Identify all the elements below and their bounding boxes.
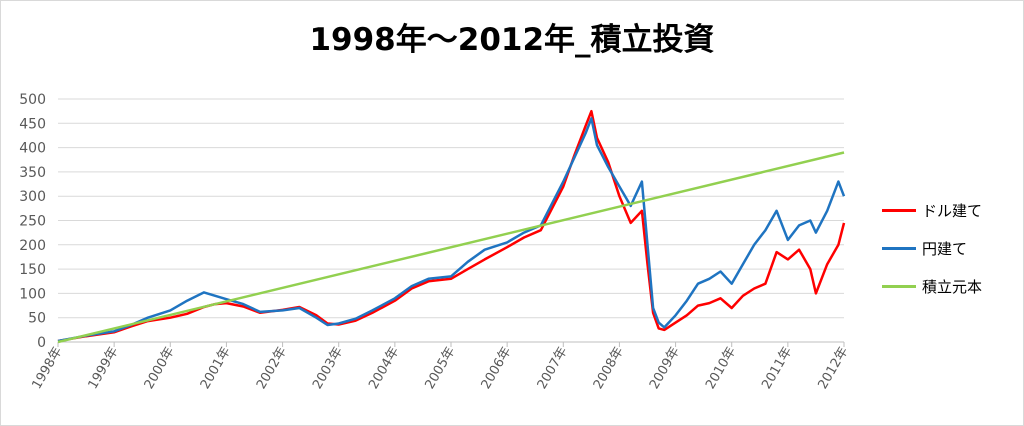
legend-label-yen: 円建て — [922, 240, 968, 258]
y-tick-label: 0 — [37, 335, 46, 351]
y-tick-label: 100 — [19, 286, 46, 302]
x-tick-label: 2010年 — [703, 345, 739, 392]
y-tick-label: 500 — [19, 92, 46, 108]
x-tick-label: 2008年 — [591, 345, 627, 392]
y-tick-label: 150 — [19, 262, 46, 278]
x-tick-label: 2006年 — [479, 344, 515, 391]
series-lines — [57, 109, 846, 344]
y-tick-label: 400 — [19, 141, 46, 157]
x-tick-label: 2002年 — [254, 345, 290, 392]
x-tick-label: 2001年 — [198, 345, 234, 392]
series-line-2 — [57, 151, 845, 344]
x-tick-label: 2007年 — [535, 345, 571, 392]
y-tick-label: 200 — [19, 238, 46, 254]
legend-swatch-dollar — [882, 209, 916, 212]
legend-item-principal: 積立元本 — [882, 276, 1022, 298]
legend-item-dollar: ドル建て — [882, 200, 1022, 222]
legend-swatch-principal — [882, 285, 916, 288]
y-tick-label: 450 — [19, 116, 46, 132]
chart-title: 1998年～2012年_積立投資 — [309, 22, 715, 58]
x-tick-labels: 1998年 1999年 2000年 2001年 2002年 2003年 2004年 2005年… — [29, 344, 851, 391]
y-tick-label: 350 — [19, 165, 46, 181]
y-tick-label: 300 — [19, 189, 46, 205]
x-tick-label: 2012年 — [815, 345, 851, 392]
x-tick-label: 1998年 — [29, 345, 65, 392]
x-tick-label: 2011年 — [759, 345, 795, 392]
y-tick-label: 50 — [28, 311, 46, 327]
y-tick-labels: 0 50 100 150 200 250 300 350 400 450 500 — [19, 92, 46, 351]
x-tick-label: 2003年 — [310, 345, 346, 392]
x-tick-label: 2000年 — [142, 345, 178, 392]
x-tick-label: 1999年 — [86, 345, 122, 392]
x-tick-label: 2004年 — [366, 345, 402, 392]
series-line-1 — [57, 117, 846, 343]
legend-item-yen: 円建て — [882, 238, 1022, 260]
x-tick-label: 2005年 — [422, 345, 458, 392]
y-tick-label: 250 — [19, 214, 46, 230]
legend-label-principal: 積立元本 — [922, 278, 983, 296]
legend-label-dollar: ドル建て — [922, 202, 983, 220]
grid-lines — [57, 98, 845, 347]
legend-swatch-yen — [882, 247, 916, 250]
x-tick-label: 2009年 — [647, 345, 683, 392]
